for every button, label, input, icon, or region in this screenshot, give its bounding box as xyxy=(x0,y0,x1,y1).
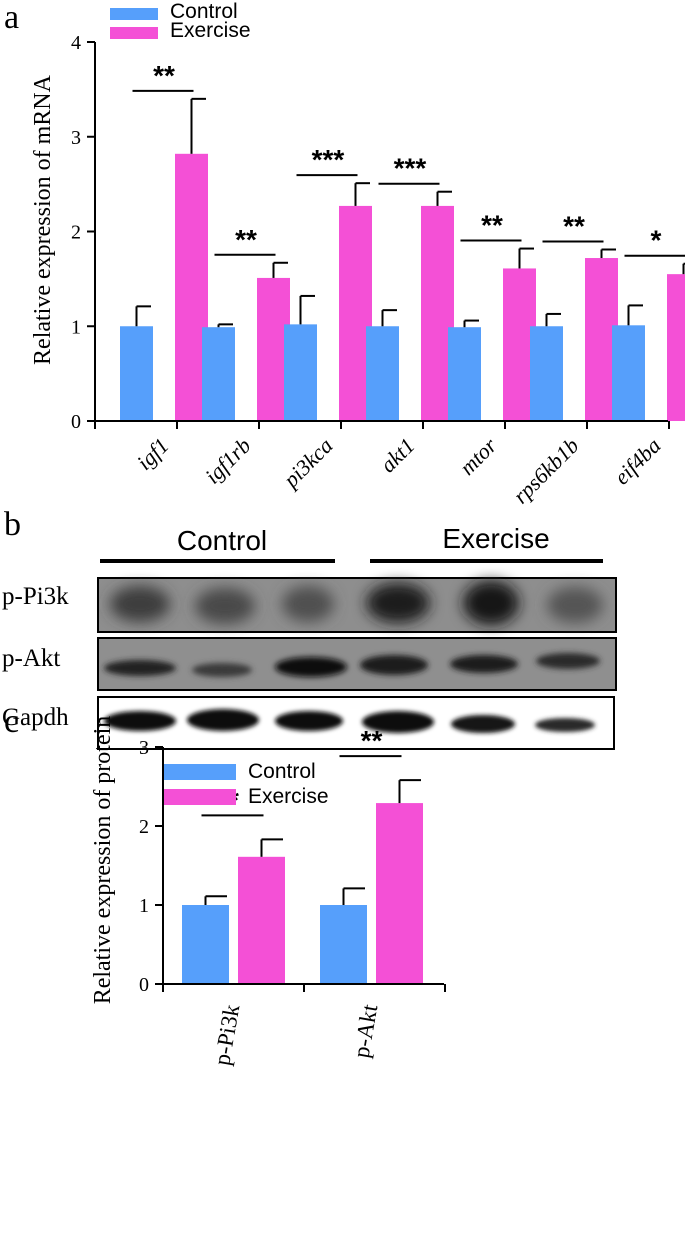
panel-label-a: a xyxy=(4,0,19,36)
legend-swatch xyxy=(164,764,236,780)
category-label: p-Pi3k xyxy=(209,1002,244,1067)
chart-c: Relative expression of protein*p-Pi3k**p… xyxy=(90,716,446,1067)
category-label: igf1 xyxy=(132,433,174,475)
significance-marker: *** xyxy=(394,153,427,184)
category-label: rps6kb1b xyxy=(508,433,584,509)
y-tick-label: 0 xyxy=(71,411,81,433)
significance-marker: ** xyxy=(481,210,503,241)
control-bar xyxy=(612,325,645,421)
band xyxy=(360,655,428,675)
band xyxy=(366,583,430,623)
band xyxy=(282,586,334,622)
control-bar xyxy=(202,327,235,421)
blot-row-label-gapdh: Gapdh xyxy=(2,704,69,731)
band xyxy=(275,657,347,677)
exercise-bar xyxy=(238,856,285,984)
y-tick-label: 3 xyxy=(71,127,81,149)
band xyxy=(547,587,603,623)
y-tick-label: 2 xyxy=(71,222,81,244)
blot-strip-gapdh xyxy=(97,696,615,750)
legend-label: Exercise xyxy=(248,785,329,808)
category-label: pi3kca xyxy=(277,433,338,494)
control-bar xyxy=(530,326,563,421)
band xyxy=(450,655,518,673)
significance-marker: ** xyxy=(153,60,175,91)
y-tick-label: 4 xyxy=(71,32,81,54)
exercise-bar xyxy=(667,274,685,421)
band xyxy=(187,709,259,731)
blot-strip-ppi3k xyxy=(97,577,617,633)
band xyxy=(104,711,176,731)
band xyxy=(463,581,519,625)
band xyxy=(275,711,343,731)
y-tick-label: 3 xyxy=(139,737,149,759)
legend-swatch xyxy=(110,27,158,39)
legend-swatch xyxy=(110,8,158,20)
category-label: eif4ba xyxy=(609,433,666,490)
legend-label: Exercise xyxy=(170,19,251,42)
blot-row-label-ppi3k: p-Pi3k xyxy=(2,583,69,610)
significance-marker: * xyxy=(651,225,662,256)
y-axis-label: Relative expression of mRNA xyxy=(30,74,56,365)
band xyxy=(195,588,255,624)
western-blot: Control Exercise p-Pi3k p-Akt Gapdh xyxy=(2,523,617,750)
control-bar xyxy=(320,905,367,984)
band xyxy=(110,586,170,622)
y-tick-label: 2 xyxy=(139,816,149,838)
category-label: p-Akt xyxy=(348,1002,382,1060)
blot-group-exercise: Exercise xyxy=(442,523,549,554)
y-axis-label: Relative expression of protein xyxy=(90,716,116,1005)
band xyxy=(451,715,515,733)
category-label: akt1 xyxy=(375,433,419,477)
band xyxy=(362,711,434,733)
y-tick-label: 0 xyxy=(139,974,149,996)
blot-strip-pakt xyxy=(97,637,617,691)
legend-label: Control xyxy=(248,760,316,783)
control-bar xyxy=(120,326,153,421)
legend-label: Control xyxy=(170,0,238,23)
band xyxy=(536,653,600,669)
control-bar xyxy=(448,327,481,421)
panel-label-b: b xyxy=(4,506,21,543)
control-bar xyxy=(284,324,317,421)
significance-marker: ** xyxy=(361,725,383,756)
category-label: igf1rb xyxy=(200,433,256,489)
panel-label-c: c xyxy=(4,703,19,740)
band xyxy=(192,663,252,677)
significance-marker: *** xyxy=(312,144,345,175)
exercise-bar xyxy=(376,803,423,984)
chart-a: Relative expression of mRNA ** igf1 ** igf1r… xyxy=(30,0,685,508)
band xyxy=(535,718,595,732)
band xyxy=(104,660,176,676)
y-tick-label: 1 xyxy=(71,316,81,338)
blot-row-label-pakt: p-Akt xyxy=(2,645,60,672)
category-label: mtor xyxy=(454,433,501,480)
blot-group-control: Control xyxy=(177,525,267,556)
control-bar xyxy=(182,905,229,984)
significance-marker: ** xyxy=(235,224,257,255)
y-tick-label: 1 xyxy=(139,895,149,917)
significance-marker: ** xyxy=(563,211,585,242)
legend-swatch xyxy=(164,789,236,805)
control-bar xyxy=(366,326,399,421)
